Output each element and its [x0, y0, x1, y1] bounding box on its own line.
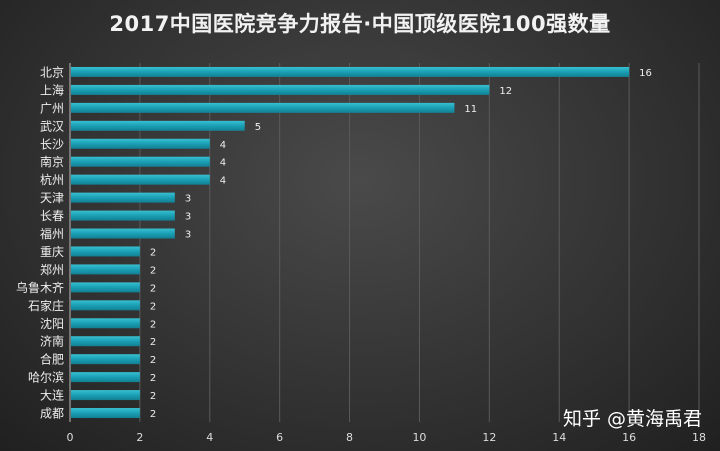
bar — [71, 120, 245, 131]
category-label: 天津 — [40, 191, 64, 205]
bar — [71, 246, 140, 257]
category-label: 北京 — [40, 65, 64, 79]
x-tick-label: 6 — [276, 431, 283, 444]
bar — [71, 84, 490, 95]
bar — [71, 102, 455, 113]
x-tick-label: 12 — [482, 431, 496, 444]
bar — [71, 228, 175, 239]
data-label: 2 — [150, 409, 156, 420]
category-label: 哈尔滨 — [28, 370, 64, 385]
category-label: 长沙 — [40, 137, 64, 151]
category-label: 成都 — [40, 407, 64, 421]
data-label: 2 — [150, 265, 156, 276]
data-label: 3 — [185, 212, 191, 223]
bar — [71, 138, 210, 149]
data-label: 5 — [255, 122, 261, 133]
data-label: 2 — [150, 247, 156, 258]
bar — [71, 354, 140, 365]
data-label: 3 — [185, 230, 191, 241]
x-tick-label: 4 — [206, 431, 213, 444]
category-label: 重庆 — [40, 245, 64, 259]
bar — [71, 300, 140, 311]
category-label: 广州 — [40, 101, 64, 115]
bar — [71, 156, 210, 167]
data-label: 3 — [185, 194, 191, 205]
data-label: 16 — [639, 68, 652, 79]
bar — [71, 282, 140, 293]
x-tick-label: 8 — [346, 431, 353, 444]
chart-title: 2017中国医院竞争力报告·中国顶级医院100强数量 — [109, 12, 611, 36]
data-label: 2 — [150, 391, 156, 402]
category-label: 合肥 — [40, 352, 64, 367]
bar — [71, 264, 140, 275]
x-tick-label: 2 — [136, 431, 143, 444]
category-label: 南京 — [40, 154, 64, 169]
category-label: 杭州 — [40, 172, 64, 187]
bar — [71, 372, 140, 383]
bar — [71, 318, 140, 329]
category-label: 武汉 — [40, 119, 64, 133]
category-label: 济南 — [40, 334, 64, 349]
bar — [71, 390, 140, 401]
watermark: 知乎 @黄海禹君 — [562, 408, 702, 430]
data-label: 2 — [150, 355, 156, 366]
category-label: 长春 — [40, 209, 64, 223]
bar — [71, 210, 175, 221]
x-tick-label: 10 — [412, 431, 426, 444]
bar — [71, 336, 140, 347]
data-label: 4 — [220, 158, 226, 169]
x-tick-label: 14 — [552, 431, 566, 444]
bar — [71, 192, 175, 203]
data-label: 2 — [150, 301, 156, 312]
data-label: 4 — [220, 176, 226, 187]
category-label: 石家庄 — [28, 298, 64, 313]
category-label: 沈阳 — [40, 316, 64, 331]
category-label: 上海 — [40, 82, 64, 97]
data-label: 2 — [150, 283, 156, 294]
data-label: 4 — [220, 140, 226, 151]
x-tick-label: 0 — [67, 431, 74, 444]
bar — [71, 66, 630, 77]
category-label: 大连 — [40, 388, 64, 403]
bar — [71, 174, 210, 185]
data-label: 2 — [150, 337, 156, 348]
x-tick-label: 16 — [622, 431, 636, 444]
category-label: 乌鲁木齐 — [16, 280, 64, 295]
bar — [71, 408, 140, 419]
category-label: 福州 — [40, 226, 64, 241]
data-label: 11 — [464, 104, 477, 115]
x-tick-label: 18 — [692, 431, 706, 444]
data-label: 2 — [150, 319, 156, 330]
category-label: 郑州 — [40, 262, 64, 277]
data-label: 12 — [499, 86, 512, 97]
data-label: 2 — [150, 373, 156, 384]
